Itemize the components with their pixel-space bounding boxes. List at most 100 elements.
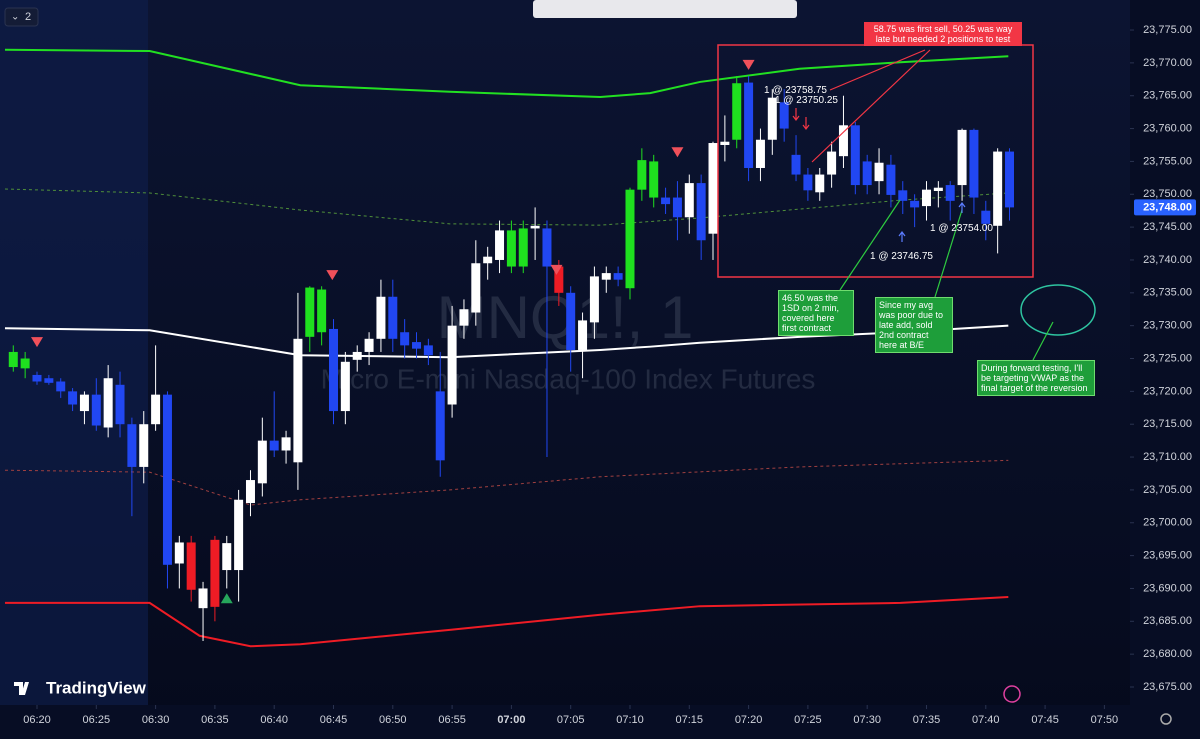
candle-body — [412, 342, 422, 349]
settings-icon[interactable] — [1160, 713, 1172, 725]
layout-label: 2 — [25, 11, 31, 23]
candle-body — [471, 263, 481, 313]
candle-body — [91, 394, 101, 426]
y-tick-label: 23,715.00 — [1143, 418, 1192, 430]
candle-body — [838, 125, 848, 157]
entry-markers — [898, 202, 966, 242]
x-tick-label: 06:45 — [320, 714, 348, 726]
candle-body — [613, 273, 623, 280]
candle-body — [589, 276, 599, 323]
candle-body — [993, 151, 1003, 226]
target-ellipse — [1020, 284, 1096, 336]
y-tick-label: 23,740.00 — [1143, 254, 1192, 266]
alert-icon[interactable] — [1003, 685, 1021, 703]
y-tick-label: 23,720.00 — [1143, 385, 1192, 397]
y-tick-label: 23,685.00 — [1143, 615, 1192, 627]
trade-label: 1 @ 23754.00 — [930, 223, 993, 234]
candle-body — [601, 273, 611, 280]
arrow — [934, 209, 963, 298]
candle-body — [732, 83, 742, 140]
candle-body — [388, 296, 398, 339]
y-tick-label: 23,690.00 — [1143, 582, 1192, 594]
candle-body — [661, 197, 671, 205]
candle-body — [234, 499, 244, 571]
candle-body — [791, 154, 801, 175]
candle-body — [708, 143, 718, 234]
candle-body — [720, 141, 730, 145]
watermark-name: Micro E-mini Nasdaq-100 Index Futures — [321, 363, 816, 394]
y-tick-label: 23,680.00 — [1143, 648, 1192, 660]
candle-body — [566, 292, 576, 350]
x-tick-label: 07:35 — [913, 714, 941, 726]
candle-body — [506, 230, 516, 267]
x-tick-label: 07:45 — [1031, 714, 1059, 726]
indicator-line — [4, 188, 1009, 226]
candle-body — [933, 187, 943, 191]
indicator-line — [4, 48, 1009, 99]
x-tick-label: 06:50 — [379, 714, 407, 726]
candle-body — [684, 183, 694, 218]
candle-body — [945, 185, 955, 201]
last-price-box — [1134, 199, 1196, 216]
candle-body — [447, 325, 457, 405]
candle-body — [435, 391, 445, 461]
candle-body — [317, 289, 327, 333]
candle-body — [969, 129, 979, 198]
candle-body — [625, 189, 635, 289]
candle-body — [151, 394, 161, 425]
candle-body — [103, 378, 113, 428]
candle-body — [281, 437, 291, 451]
candle-body — [542, 228, 552, 267]
y-tick-label: 23,695.00 — [1143, 550, 1192, 562]
sell-signal — [326, 270, 339, 281]
y-tick-label: 23,710.00 — [1143, 451, 1192, 463]
x-tick-label: 07:00 — [497, 714, 525, 726]
x-tick-label: 06:35 — [201, 714, 229, 726]
trade-label: 1 @ 23750.25 — [775, 95, 838, 106]
buy-signal — [220, 593, 233, 604]
candle-body — [364, 338, 374, 352]
candle-body — [495, 230, 505, 260]
time-axis — [0, 705, 1130, 734]
x-tick-label: 07:05 — [557, 714, 585, 726]
arrow — [1032, 321, 1054, 361]
toolbar[interactable] — [533, 0, 797, 18]
last-price-label: 23,748.00 — [1143, 201, 1192, 213]
x-tick-label: 06:25 — [83, 714, 111, 726]
candle-body — [376, 296, 386, 339]
brand-logo — [14, 682, 29, 695]
sell-signal — [31, 337, 44, 348]
y-tick-label: 23,765.00 — [1143, 90, 1192, 102]
candle-body — [79, 394, 89, 412]
candle-body — [578, 320, 588, 350]
candle-body — [340, 361, 350, 412]
trade-label: 1 @ 23758.75 — [764, 85, 827, 96]
candle-body — [162, 394, 172, 565]
candle-body — [352, 351, 362, 360]
layout-selector[interactable] — [4, 7, 39, 27]
candle-body — [127, 424, 137, 467]
candle-body — [115, 384, 125, 425]
price-axis — [1130, 0, 1200, 734]
candle-body — [637, 160, 647, 190]
arrow — [811, 49, 931, 163]
candle-body — [1005, 151, 1015, 208]
x-tick-label: 06:40 — [260, 714, 288, 726]
candle-body — [803, 174, 813, 191]
x-tick-label: 07:25 — [794, 714, 822, 726]
sell-signal — [550, 264, 563, 275]
x-tick-label: 06:20 — [23, 714, 51, 726]
y-tick-label: 23,730.00 — [1143, 320, 1192, 332]
red-note: 58.75 was first sell, 50.25 was way late… — [864, 22, 1022, 46]
y-tick-label: 23,775.00 — [1143, 24, 1192, 36]
sell-signal — [742, 59, 755, 70]
x-tick-label: 07:40 — [972, 714, 1000, 726]
chevron: ⌄ — [11, 12, 19, 23]
candle-body — [649, 161, 659, 198]
arrow — [839, 199, 901, 291]
candle-body — [898, 190, 908, 201]
y-tick-label: 23,725.00 — [1143, 352, 1192, 364]
candle-body — [981, 210, 991, 224]
x-tick-label: 07:20 — [735, 714, 763, 726]
